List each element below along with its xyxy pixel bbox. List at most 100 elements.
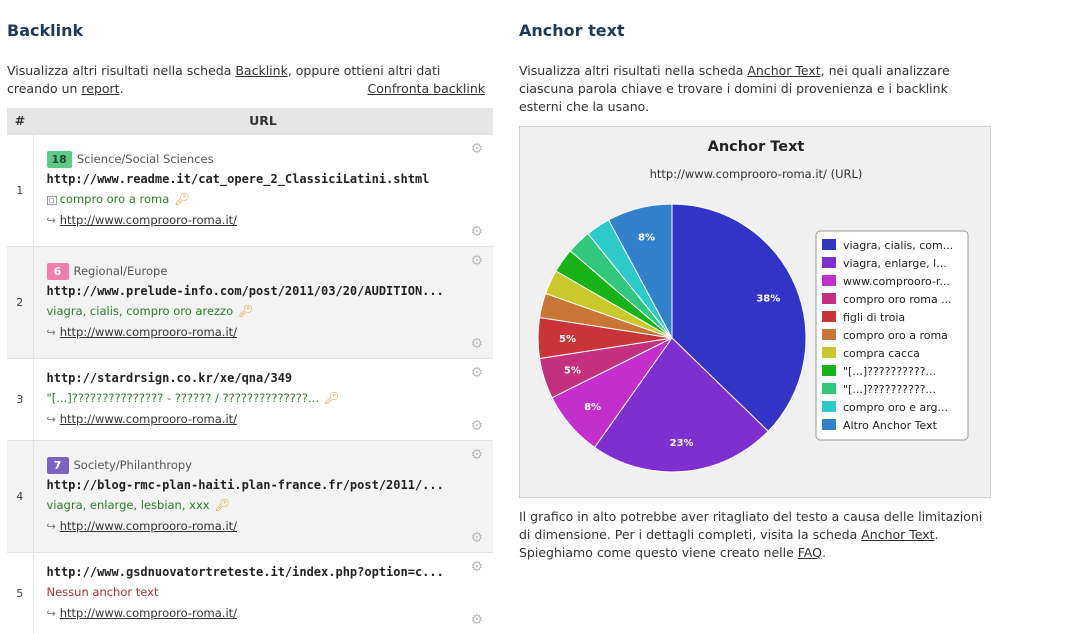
- row-index: 4: [7, 439, 34, 552]
- legend-swatch: [822, 347, 836, 358]
- column-header-number[interactable]: #: [7, 108, 33, 134]
- faq-link[interactable]: FAQ: [797, 545, 822, 560]
- pie-slice[interactable]: [607, 203, 673, 339]
- gear-icon[interactable]: ⚙: [470, 529, 483, 546]
- legend-label: "[...]??????????...: [843, 365, 936, 378]
- anchor-text-tab-link[interactable]: Anchor Text: [747, 63, 821, 78]
- target-line: ↪ http://www.comprooro-roma.it/: [47, 515, 464, 537]
- gear-icon[interactable]: ⚙: [470, 417, 483, 434]
- pie-value-label: 5%: [564, 366, 581, 377]
- target-url-link[interactable]: http://www.comprooro-roma.it/: [59, 519, 238, 533]
- key-icon: 🔑︎: [214, 498, 230, 512]
- target-url-link[interactable]: http://www.comprooro-roma.it/: [59, 325, 238, 339]
- anchor-text-tab-link[interactable]: Anchor Text: [861, 527, 935, 542]
- table-header-row: # URL: [7, 108, 493, 134]
- anchor-label: compro oro a roma: [59, 192, 170, 206]
- chart-legend: viagra, cialis, com... viagra, enlarge, l…: [815, 230, 969, 441]
- gear-icon[interactable]: ⚙: [470, 612, 483, 628]
- source-url[interactable]: http://www.prelude-info.com/post/2011/03…: [46, 284, 444, 298]
- trust-badge: 18: [46, 150, 72, 168]
- compare-backlinks-link[interactable]: Confronta backlink: [367, 81, 485, 96]
- pie-value-label: 8%: [638, 233, 655, 244]
- anchor-label: "[...]??????????????? - ?????? / ???????…: [46, 391, 319, 405]
- pie-value-label: 8%: [584, 402, 601, 413]
- pie-slice[interactable]: [671, 203, 807, 432]
- anchor-text: Nessun anchor text: [47, 582, 464, 602]
- backlink-intro: Visualizza altri risultati nella scheda …: [7, 62, 485, 98]
- legend-label: viagra, cialis, com...: [843, 239, 953, 252]
- anchor-label: viagra, enlarge, lesbian, xxx: [46, 498, 210, 512]
- intro-text: , nei quali analizzare ciascuna parola c…: [519, 63, 950, 114]
- anchor-text: "[...]??????????????? - ?????? / ???????…: [47, 388, 464, 408]
- table-row: 3 http://stardrsign.co.kr/xe/qna/349 "[.…: [7, 357, 493, 440]
- backlink-heading: Backlink: [7, 21, 84, 40]
- target-line: ↪ http://www.comprooro-roma.it/: [47, 408, 464, 430]
- image-icon: ▫: [46, 196, 57, 206]
- foot-text: . Spieghiamo come questo viene creato ne…: [519, 527, 939, 560]
- pie-value-label: 38%: [756, 293, 780, 304]
- redirect-arrow-icon: ↪: [46, 520, 56, 533]
- trust-badge: 6: [46, 262, 69, 280]
- anchor-label: Nessun anchor text: [46, 585, 159, 600]
- row-cell: http://www.gsdnuovatortreteste.it/index.…: [33, 551, 493, 634]
- source-url[interactable]: http://stardrsign.co.kr/xe/qna/349: [46, 371, 293, 385]
- legend-swatch: [822, 419, 836, 430]
- intro-text: .: [119, 81, 124, 96]
- anchor-text: viagra, enlarge, lesbian, xxx 🔑︎: [47, 495, 464, 515]
- row-index: 2: [7, 245, 34, 358]
- key-icon: 🔑︎: [323, 391, 340, 405]
- table-row: 4 7 Society/Philanthropy http://blog-rmc…: [7, 439, 493, 552]
- anchor-text-intro: Visualizza altri risultati nella scheda …: [519, 62, 989, 116]
- gear-icon[interactable]: ⚙: [470, 364, 483, 381]
- legend-box: [815, 230, 969, 441]
- pie-slice[interactable]: [593, 337, 769, 473]
- foot-text: .: [821, 545, 826, 560]
- legend-label: compro oro a roma: [843, 329, 948, 342]
- legend-swatch: [822, 383, 836, 394]
- category-line: 18 Science/Social Sciences: [46, 149, 464, 169]
- chart-footnote: Il grafico in alto potrebbe aver ritagli…: [519, 508, 997, 562]
- intro-text: Visualizza altri risultati nella scheda: [7, 63, 236, 78]
- gear-icon[interactable]: ⚙: [470, 335, 483, 352]
- legend-label: www.comprooro-r...: [843, 275, 950, 288]
- column-header-url[interactable]: URL: [33, 108, 493, 134]
- backlinks-table: # URL 1 18 Science/Social Sciences http:…: [7, 108, 493, 634]
- category-label: Regional/Europe: [73, 264, 168, 278]
- table-row: 1 18 Science/Social Sciences http://www.…: [7, 133, 493, 246]
- legend-swatch: [822, 257, 836, 268]
- legend-swatch: [822, 275, 836, 286]
- source-url[interactable]: http://blog-rmc-plan-haiti.plan-france.f…: [46, 478, 444, 492]
- pie-value-label: 5%: [559, 334, 576, 345]
- table-row: 5 http://www.gsdnuovatortreteste.it/inde…: [7, 551, 493, 634]
- legend-swatch: [822, 329, 836, 340]
- table-row: 2 6 Regional/Europe http://www.prelude-i…: [7, 245, 493, 358]
- category-label: Science/Social Sciences: [76, 152, 214, 166]
- anchor-text-heading: Anchor text: [519, 21, 625, 40]
- source-url[interactable]: http://www.readme.it/cat_opere_2_Classic…: [46, 172, 430, 186]
- gear-icon[interactable]: ⚙: [470, 223, 483, 240]
- redirect-arrow-icon: ↪: [46, 326, 56, 339]
- target-url-link[interactable]: http://www.comprooro-roma.it/: [59, 606, 238, 621]
- category-line: 7 Society/Philanthropy: [46, 455, 464, 475]
- row-index: 3: [7, 357, 34, 440]
- target-url-link[interactable]: http://www.comprooro-roma.it/: [59, 412, 238, 426]
- backlink-tab-link[interactable]: Backlink: [235, 63, 288, 78]
- gear-icon[interactable]: ⚙: [470, 140, 483, 157]
- target-url-link[interactable]: http://www.comprooro-roma.it/: [59, 213, 238, 227]
- report-link[interactable]: report: [81, 81, 120, 96]
- gear-icon[interactable]: ⚙: [470, 446, 483, 463]
- category-line: 6 Regional/Europe: [46, 261, 464, 281]
- gear-icon[interactable]: ⚙: [470, 558, 483, 575]
- row-cell: http://stardrsign.co.kr/xe/qna/349 "[...…: [33, 357, 493, 440]
- legend-swatch: [822, 293, 836, 304]
- legend-label: figli di troia: [843, 311, 905, 324]
- pie-value-labels: 38% 23% 8% 5% 5% 8%: [559, 233, 780, 450]
- legend-label: viagra, enlarge, l...: [843, 257, 947, 270]
- legend-label: compra cacca: [843, 347, 920, 360]
- gear-icon[interactable]: ⚙: [470, 252, 483, 269]
- anchor-text: ▫ compro oro a roma 🔑︎: [46, 189, 464, 209]
- target-line: ↪ http://www.comprooro-roma.it/: [47, 209, 464, 231]
- source-url[interactable]: http://www.gsdnuovatortreteste.it/index.…: [46, 565, 444, 580]
- anchor-text-pie-chart: Anchor Text http://www.comprooro-roma.it…: [537, 139, 969, 473]
- legend-swatch: [822, 365, 836, 376]
